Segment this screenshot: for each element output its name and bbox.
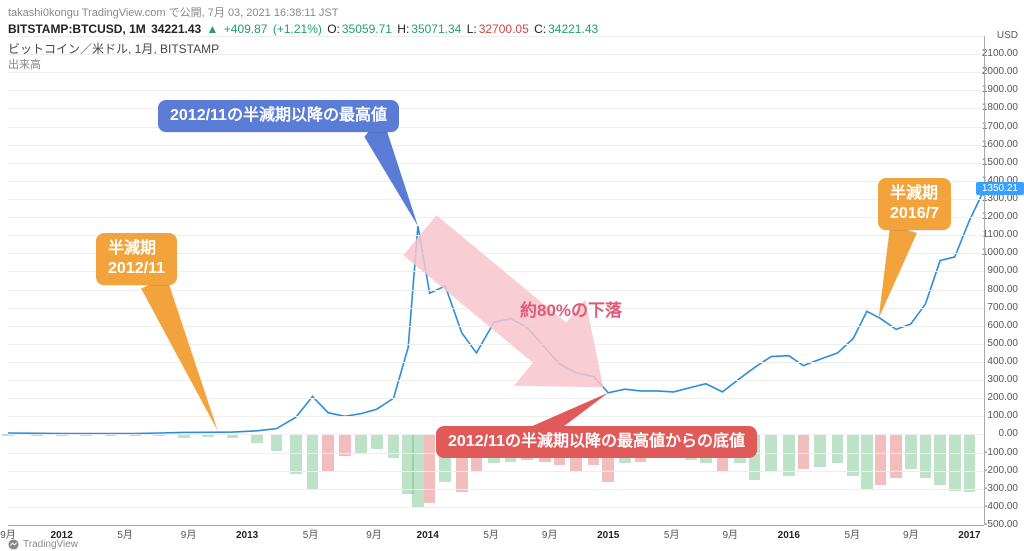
chart-header: takashi0kongu TradingView.com で公開, 7月 03… [0, 0, 1024, 38]
gridline [8, 217, 984, 218]
last-price: 34221.43 [151, 22, 201, 36]
gridline [8, 199, 984, 200]
gridline [8, 90, 984, 91]
callout-halving-2012-line-0: 半減期 [108, 239, 165, 259]
gridline [8, 380, 984, 381]
change-abs: +409.87 [224, 22, 268, 36]
gridline [8, 471, 984, 472]
gridline [8, 54, 984, 55]
x-axis-label: 2016 [778, 530, 800, 541]
y-axis-label: 1500.00 [982, 157, 1018, 168]
l-val: 32700.05 [479, 22, 529, 36]
gridline [8, 398, 984, 399]
x-axis-label: 2015 [597, 530, 619, 541]
gridline [8, 36, 984, 37]
gridline [8, 163, 984, 164]
y-axis-label: 700.00 [987, 302, 1018, 313]
y-axis-label: -300.00 [984, 483, 1018, 494]
y-axis-label: 800.00 [987, 284, 1018, 295]
x-axis-label: 2012 [51, 530, 73, 541]
x-axis-label: 9月 [722, 526, 738, 541]
gridline [8, 72, 984, 73]
o-val: 35059.71 [342, 22, 392, 36]
y-axis-label: 1900.00 [982, 84, 1018, 95]
x-axis-label: 2014 [417, 530, 439, 541]
y-axis-label: 1100.00 [983, 229, 1018, 240]
y-axis-label: 400.00 [987, 356, 1018, 367]
callout-halving-2012-line-1: 2012/11 [108, 259, 165, 279]
gridline [8, 108, 984, 109]
y-axis-label: 0.00 [999, 428, 1018, 439]
x-axis-label: 9月 [181, 526, 197, 541]
y-axis-label: USD [997, 30, 1018, 41]
y-axis-label: 300.00 [987, 374, 1018, 385]
y-axis-label: 200.00 [987, 392, 1018, 403]
drop-percent-text: 約80%の下落 [520, 296, 622, 321]
x-axis-label: 9月 [0, 526, 16, 541]
gridline [8, 489, 984, 490]
y-axis-label: 1700.00 [982, 121, 1018, 132]
o-label: O: [327, 22, 340, 36]
gridline [8, 507, 984, 508]
publish-time: 16:38:11 JST [274, 7, 339, 19]
x-axis-label: 9月 [903, 526, 919, 541]
gridline [8, 127, 984, 128]
y-axis-label: 1200.00 [982, 211, 1018, 222]
y-axis-label: 2000.00 [982, 66, 1018, 77]
y-axis-label: -400.00 [984, 501, 1018, 512]
x-axis-label: 2017 [958, 530, 980, 541]
site: TradingView.com [82, 7, 166, 19]
y-axis-label: -200.00 [984, 465, 1018, 476]
gridline [8, 416, 984, 417]
h-label: H: [397, 22, 409, 36]
gridline [8, 181, 984, 182]
x-axis-label: 5月 [303, 526, 319, 541]
c-val: 34221.43 [548, 22, 598, 36]
gridline [8, 344, 984, 345]
callout-peak-after-2012: 2012/11の半減期以降の最高値 [158, 100, 399, 132]
last-price-tag: 1350.21 [976, 182, 1024, 195]
y-axis-line [984, 36, 985, 525]
x-axis-label: 9月 [542, 526, 558, 541]
callout-halving-2016: 半減期2016/7 [878, 178, 951, 230]
price-line [8, 190, 984, 434]
change-pct: (+1.21%) [273, 22, 322, 36]
publish-date: 7月 03, 2021 [208, 7, 271, 19]
x-axis-label: 2013 [236, 530, 258, 541]
callout-halving-2012: 半減期2012/11 [96, 233, 177, 285]
y-axis-label: 900.00 [987, 265, 1018, 276]
ticker-symbol: BITSTAMP:BTCUSD, 1M [8, 22, 146, 36]
gridline [8, 308, 984, 309]
gridline [8, 290, 984, 291]
x-axis-label: 5月 [844, 526, 860, 541]
publish-sep: で公開, [169, 7, 205, 19]
y-axis-label: 500.00 [987, 338, 1018, 349]
l-label: L: [467, 22, 477, 36]
c-label: C: [534, 22, 546, 36]
callout-halving-2016-line-0: 半減期 [890, 184, 939, 204]
callout-halving-2016-line-1: 2016/7 [890, 204, 939, 224]
y-axis-label: 1600.00 [982, 139, 1018, 150]
gridline [8, 145, 984, 146]
x-axis-label: 5月 [664, 526, 680, 541]
x-axis-label: 5月 [483, 526, 499, 541]
y-axis-label: 600.00 [987, 320, 1018, 331]
x-axis-label: 5月 [117, 526, 133, 541]
gridline [8, 362, 984, 363]
y-axis-label: 1800.00 [982, 102, 1018, 113]
callout-trough-after-2012: 2012/11の半減期以降の最高値からの底値 [436, 426, 757, 458]
y-axis-label: -500.00 [984, 519, 1018, 530]
publisher: takashi0kongu [8, 7, 79, 19]
h-val: 35071.34 [411, 22, 461, 36]
y-axis-label: 2100.00 [982, 48, 1018, 59]
change-arrow-icon: ▲ [207, 22, 219, 36]
gridline [8, 326, 984, 327]
y-axis-label: -100.00 [984, 447, 1018, 458]
y-axis-label: 100.00 [987, 410, 1018, 421]
x-axis-label: 9月 [366, 526, 382, 541]
y-axis-label: 1000.00 [982, 247, 1018, 258]
